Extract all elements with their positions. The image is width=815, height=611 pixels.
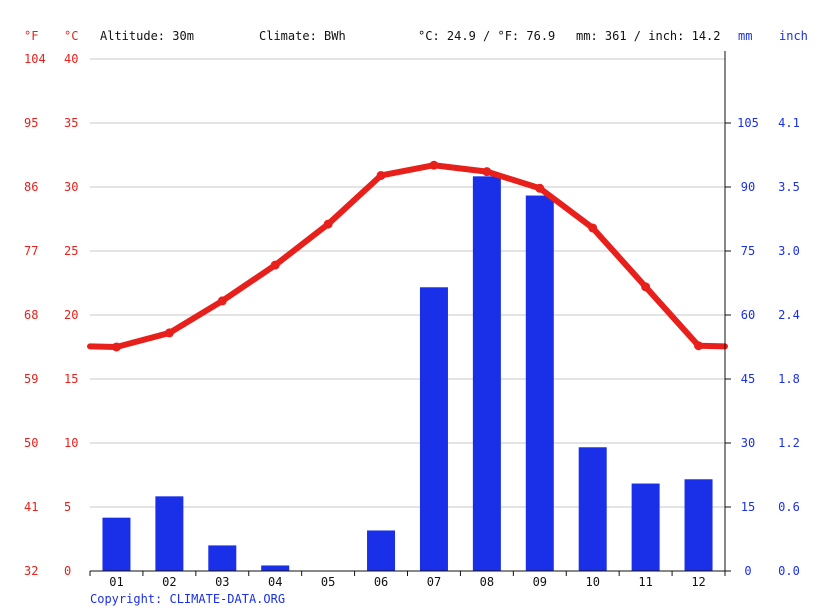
temperature-point [535,183,545,193]
month-tick-label: 05 [321,575,335,589]
precipitation-bar [102,517,131,571]
precipitation-bar [472,176,501,572]
temperature-point [694,341,704,351]
precipitation-bar [578,447,607,571]
inch-tick-label: 1.8 [778,372,800,386]
inch-tick-label: 3.0 [778,244,800,258]
celsius-tick-label: 10 [64,436,78,450]
mm-tick-label: 0 [744,564,751,578]
month-tick-label: 03 [215,575,229,589]
fahrenheit-tick-label: 104 [24,52,46,66]
precipitation-bars [102,176,713,572]
month-tick-label: 12 [691,575,705,589]
month-tick-label: 06 [374,575,388,589]
fahrenheit-tick-label: 77 [24,244,38,258]
mm-unit-label: mm [738,29,752,43]
precipitation-bar [419,287,448,571]
inch-unit-label: inch [779,29,808,43]
celsius-tick-label: 5 [64,500,71,514]
celsius-unit-label: °C [64,29,78,43]
celsius-tick-label: 35 [64,116,78,130]
month-tick-label: 07 [427,575,441,589]
temperature-point [217,296,227,306]
temperature-line-path [87,162,728,350]
temperature-point [376,170,386,180]
mm-tick-label: 30 [741,436,755,450]
copyright-label: Copyright: CLIMATE-DATA.ORG [90,592,285,606]
precipitation-bar [525,195,554,572]
mm-tick-label: 15 [741,500,755,514]
month-tick-label: 04 [268,575,282,589]
temperature-point [482,167,492,177]
fahrenheit-tick-label: 68 [24,308,38,322]
celsius-tick-label: 0 [64,564,71,578]
fahrenheit-tick-label: 95 [24,116,38,130]
fahrenheit-unit-label: °F [24,29,38,43]
inch-tick-label: 2.4 [778,308,800,322]
fahrenheit-tick-label: 86 [24,180,38,194]
temperature-point [429,160,439,170]
precipitation-bar [367,530,396,571]
fahrenheit-tick-label: 32 [24,564,38,578]
fahrenheit-tick-label: 41 [24,500,38,514]
inch-tick-label: 0.6 [778,500,800,514]
month-tick-label: 01 [109,575,123,589]
month-tick-label: 02 [162,575,176,589]
precipitation-bar [684,479,713,571]
fahrenheit-tick-label: 59 [24,372,38,386]
celsius-tick-label: 20 [64,308,78,322]
precipitation-bar [631,483,660,571]
month-tick-label: 09 [533,575,547,589]
celsius-tick-label: 40 [64,52,78,66]
climate-label: Climate: BWh [259,29,346,43]
temperature-point [641,282,651,292]
celsius-tick-label: 30 [64,180,78,194]
temperature-line [87,160,728,352]
grid-lines [90,58,725,508]
inch-tick-label: 4.1 [778,116,800,130]
celsius-tick-label: 25 [64,244,78,258]
temperature-point [270,260,280,270]
inch-tick-label: 1.2 [778,436,800,450]
mm-tick-label: 45 [741,372,755,386]
precipitation-bar [208,545,237,571]
precipitation-bar [261,565,290,571]
temperature-point [588,223,598,233]
temperature-point [164,328,174,338]
precipitation-bar [155,496,184,571]
mm-tick-label: 75 [741,244,755,258]
mm-tick-label: 105 [737,116,759,130]
fahrenheit-tick-label: 50 [24,436,38,450]
temperature-summary: °C: 24.9 / °F: 76.9 [418,29,555,43]
precipitation-summary: mm: 361 / inch: 14.2 [576,29,721,43]
altitude-label: Altitude: 30m [100,29,194,43]
mm-tick-label: 60 [741,308,755,322]
temperature-point [323,219,333,229]
month-tick-label: 11 [638,575,652,589]
inch-tick-label: 3.5 [778,180,800,194]
temperature-point [111,342,121,352]
inch-tick-label: 0.0 [778,564,800,578]
month-tick-label: 10 [585,575,599,589]
month-tick-label: 08 [480,575,494,589]
celsius-tick-label: 15 [64,372,78,386]
mm-tick-label: 90 [741,180,755,194]
